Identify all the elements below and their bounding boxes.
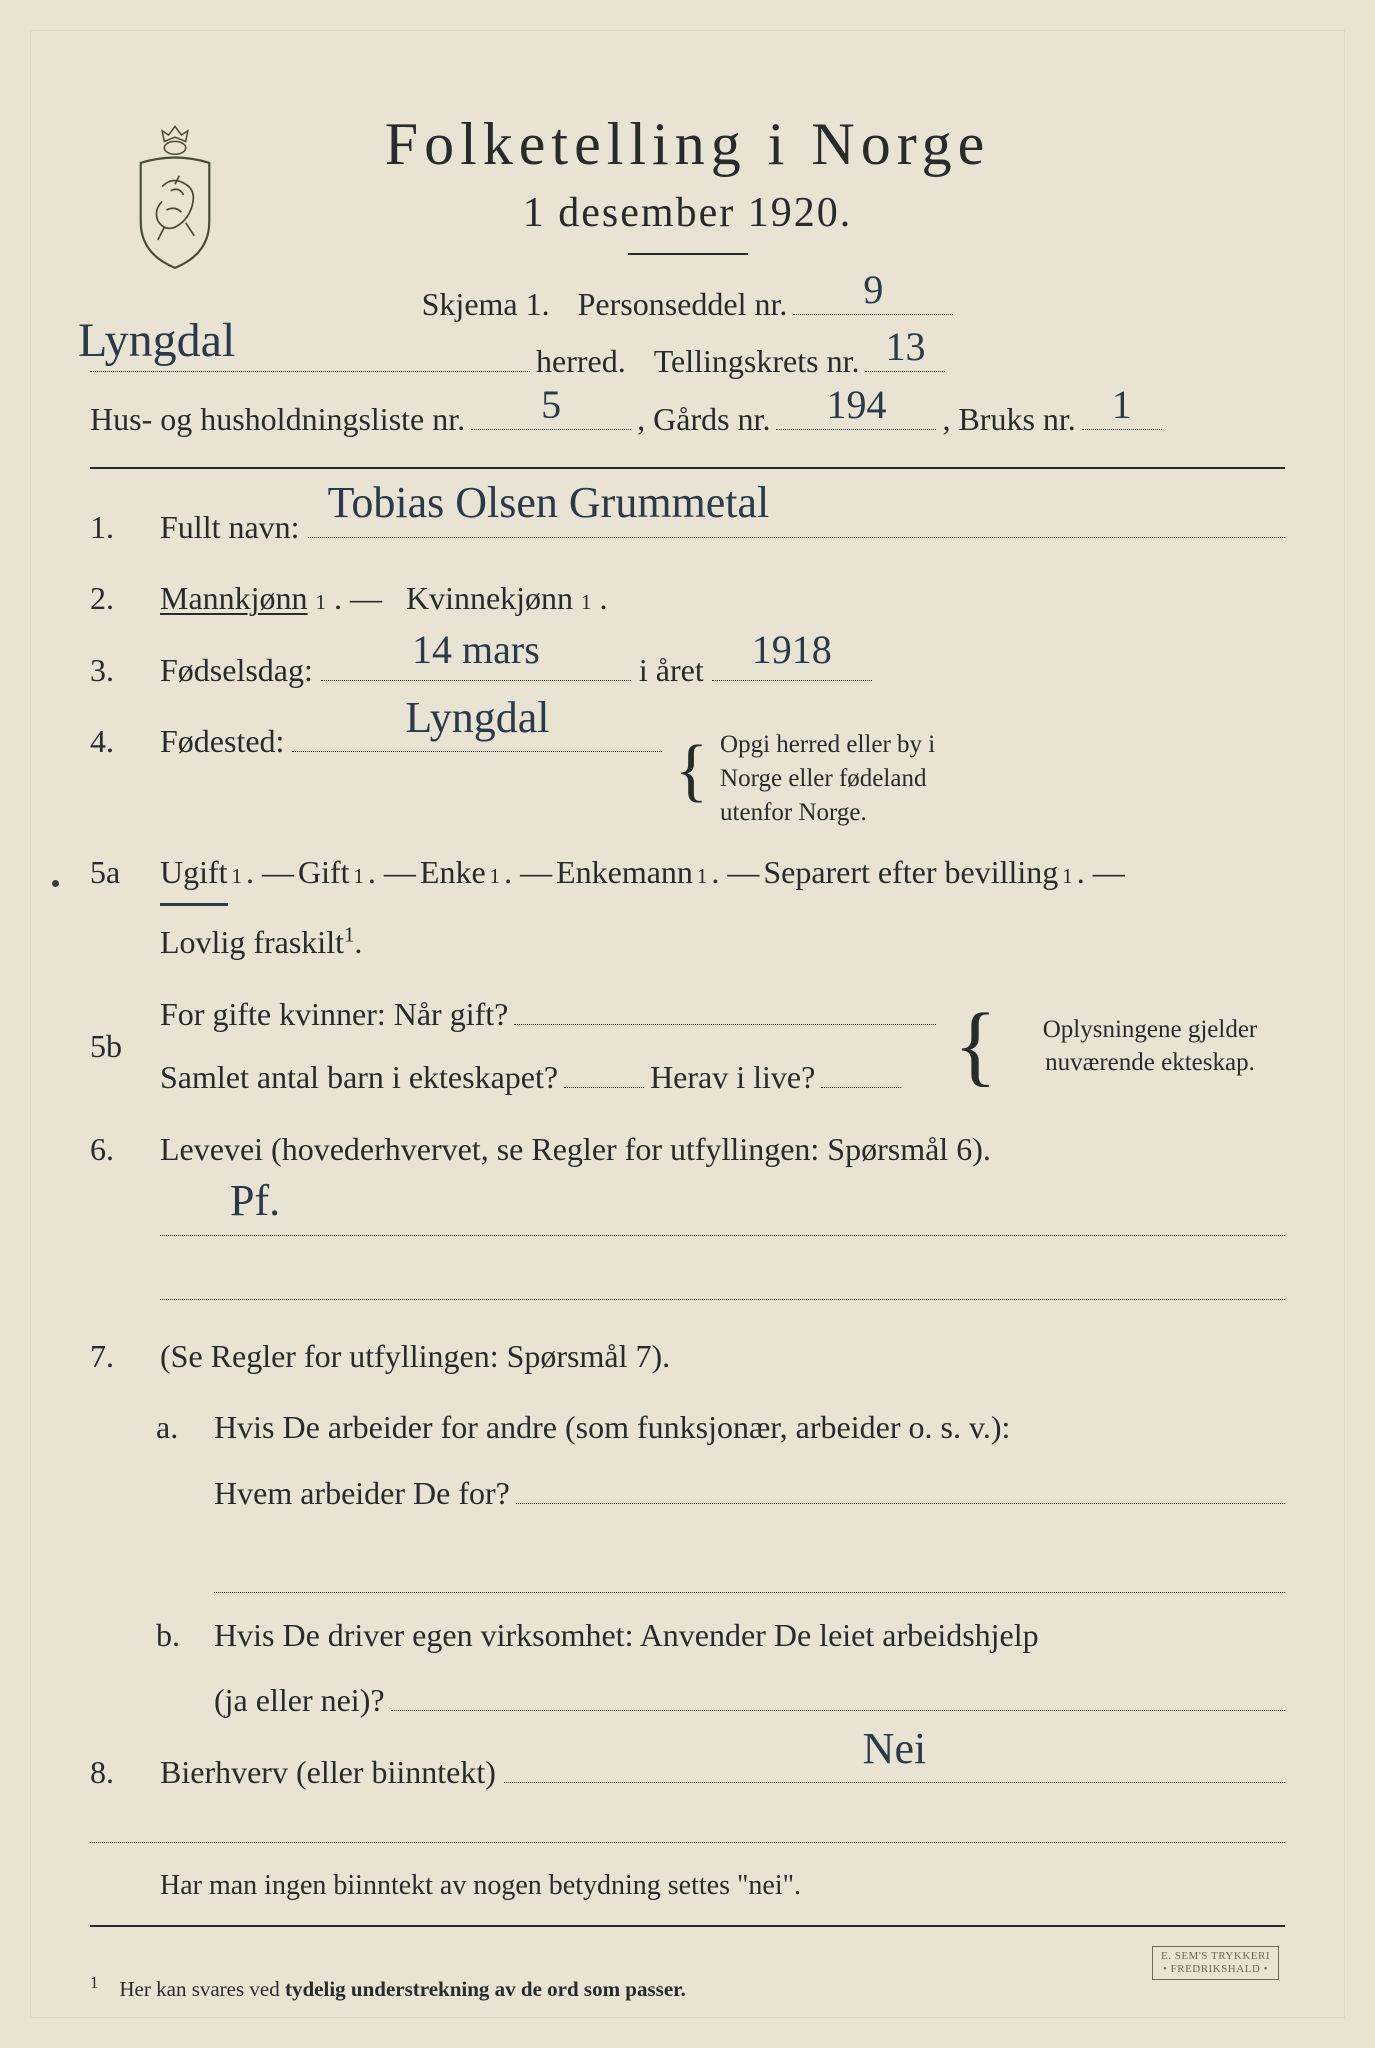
q5a-num: 5a xyxy=(90,844,146,902)
q3-num: 3. xyxy=(90,642,146,700)
q5b-brace: { xyxy=(954,1010,997,1082)
herred-blank: Lyngdal xyxy=(90,336,530,372)
q7a-num: a. xyxy=(156,1399,200,1457)
personseddel-label: Personseddel nr. xyxy=(578,280,788,328)
gards-value: 194 xyxy=(776,375,936,435)
herred-value: Lyngdal xyxy=(70,305,530,377)
q5b-l2a: Samlet antal barn i ekteskapet? xyxy=(160,1049,558,1107)
q7a-l1: Hvis De arbeider for andre (som funksjon… xyxy=(214,1399,1285,1457)
q7a-blank1 xyxy=(516,1468,1285,1504)
q5b-row: 5b For gifte kvinner: Når gift? Samlet a… xyxy=(90,986,1285,1107)
q2-opt1: Mannkjønn xyxy=(160,570,308,628)
census-form-page: Folketelling i Norge 1 desember 1920. Sk… xyxy=(0,0,1375,2048)
q4-row: 4. Fødested: Lyngdal { Opgi herred eller… xyxy=(90,713,1285,829)
q5b-l1: For gifte kvinner: Når gift? xyxy=(160,986,508,1044)
q7-label: (Se Regler for utfyllingen: Spørsmål 7). xyxy=(160,1328,670,1386)
q5b-l2b: Herav i live? xyxy=(650,1049,815,1107)
personseddel-blank: 9 xyxy=(793,279,953,315)
q3-day-blank: 14 mars xyxy=(321,645,631,681)
husliste-value: 5 xyxy=(471,375,631,435)
q1-blank: Tobias Olsen Grummetal xyxy=(308,501,1285,537)
q7a-l2: Hvem arbeider De for? xyxy=(214,1465,510,1523)
coat-of-arms-icon xyxy=(120,120,230,270)
q7-num: 7. xyxy=(90,1328,146,1386)
q5b-num: 5b xyxy=(90,1018,146,1076)
q5b-gift-blank xyxy=(514,989,935,1025)
q5b-note: Oplysningene gjelder nuværende ekteskap. xyxy=(1015,1013,1285,1081)
q5a-opt-separert: Separert efter bevilling xyxy=(763,844,1058,902)
q8-value: Nei xyxy=(504,1709,1285,1788)
q1-label: Fullt navn: xyxy=(160,499,300,557)
q8-num: 8. xyxy=(90,1744,146,1802)
footnote: 1 Her kan svares ved tydelig understrekn… xyxy=(90,1973,1285,2002)
q1-num: 1. xyxy=(90,499,146,557)
q3-year-blank: 1918 xyxy=(712,645,872,681)
gards-label: , Gårds nr. xyxy=(637,395,770,443)
q7b-l2: (ja eller nei)? xyxy=(214,1672,385,1730)
header: Folketelling i Norge 1 desember 1920. xyxy=(90,110,1285,255)
q7-row: 7. (Se Regler for utfyllingen: Spørsmål … xyxy=(90,1328,1285,1386)
q4-num: 4. xyxy=(90,713,146,771)
q2-row: 2. Mannkjønn1. — Kvinnekjønn1. xyxy=(90,570,1285,628)
q1-value: Tobias Olsen Grummetal xyxy=(308,463,1285,542)
bruks-blank: 1 xyxy=(1082,393,1162,429)
q6-blank1: Pf. xyxy=(160,1187,1285,1236)
q6-value: Pf. xyxy=(160,1161,1285,1240)
q1-row: 1. Fullt navn: Tobias Olsen Grummetal xyxy=(90,499,1285,557)
q5a-opt-enkemann: Enkemann xyxy=(556,844,693,902)
footnote-divider xyxy=(90,1925,1285,1927)
q5a-opt-gift: Gift xyxy=(298,844,350,902)
q6-blank2 xyxy=(160,1264,1285,1300)
q5b-barn-blank xyxy=(564,1052,644,1088)
q8-row: 8. Bierhverv (eller biinntekt) Nei xyxy=(90,1744,1285,1802)
note-row: Har man ingen biinntekt av nogen betydni… xyxy=(90,1861,1285,1911)
husliste-blank: 5 xyxy=(471,393,631,429)
q6-row: 6. Levevei (hovederhvervet, se Regler fo… xyxy=(90,1121,1285,1300)
q2-num: 2. xyxy=(90,570,146,628)
q3-day-value: 14 mars xyxy=(321,614,631,686)
q3-label: Fødselsdag: xyxy=(160,642,313,700)
q3-row: 3. Fødselsdag: 14 mars i året 1918 xyxy=(90,642,1285,700)
note-text: Har man ingen biinntekt av nogen betydni… xyxy=(160,1861,801,1911)
bottom-divider xyxy=(90,1842,1285,1843)
q7a-row: a. Hvis De arbeider for andre (som funks… xyxy=(90,1399,1285,1592)
q8-label: Bierhverv (eller biinntekt) xyxy=(160,1744,496,1802)
q8-blank: Nei xyxy=(504,1747,1285,1783)
q7a-blank2 xyxy=(214,1557,1285,1593)
q5a-line2: Lovlig fraskilt xyxy=(160,924,344,960)
husliste-line: Hus- og husholdningsliste nr. 5 , Gårds … xyxy=(90,393,1285,442)
subtitle-date: 1 desember 1920. xyxy=(90,189,1285,237)
footnote-num: 1 xyxy=(90,1973,98,1992)
bruks-value: 1 xyxy=(1082,375,1162,435)
q4-value: Lyngdal xyxy=(292,678,662,757)
title-divider xyxy=(628,253,748,255)
q6-num: 6. xyxy=(90,1121,146,1179)
q7b-blank xyxy=(391,1675,1285,1711)
q5a-row: 5a Ugift1. — Gift1. — Enke1. — Enkemann1… xyxy=(90,844,1285,972)
q4-brace: { xyxy=(674,743,708,799)
main-title: Folketelling i Norge xyxy=(90,110,1285,179)
q7b-l1: Hvis De driver egen virksomhet: Anvender… xyxy=(214,1607,1285,1665)
tellingskrets-blank: 13 xyxy=(865,336,945,372)
printer-stamp: E. SEM'S TRYKKERI• FREDRIKSHALD • xyxy=(1152,1946,1279,1980)
husliste-label: Hus- og husholdningsliste nr. xyxy=(90,395,465,443)
q5b-live-blank xyxy=(821,1052,901,1088)
bruks-label: , Bruks nr. xyxy=(942,395,1075,443)
personseddel-value: 9 xyxy=(793,260,953,320)
q5a-opt-enke: Enke xyxy=(420,844,486,902)
gards-blank: 194 xyxy=(776,393,936,429)
q4-blank: Lyngdal xyxy=(292,716,662,752)
tellingskrets-value: 13 xyxy=(865,317,945,377)
q4-note: Opgi herred eller by i Norge eller fødel… xyxy=(720,728,990,829)
q7b-num: b. xyxy=(156,1607,200,1665)
q5a-opt-ugift: Ugift xyxy=(160,844,228,907)
q4-label: Fødested: xyxy=(160,713,284,771)
q3-year-value: 1918 xyxy=(712,614,872,686)
ink-spot xyxy=(52,880,59,887)
